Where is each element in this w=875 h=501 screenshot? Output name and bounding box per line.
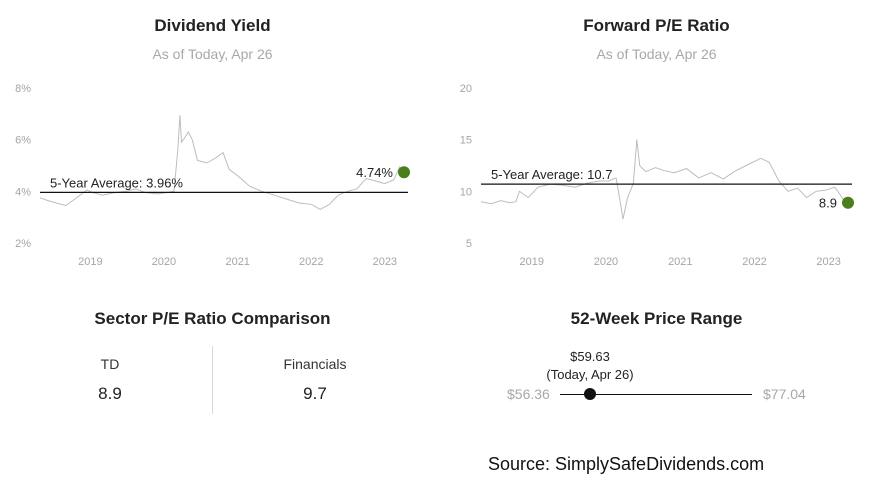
x-tick-label: 2022 xyxy=(742,256,766,268)
current-value-dot xyxy=(842,196,854,209)
x-tick-label: 2023 xyxy=(816,256,840,268)
y-tick-label: 10 xyxy=(460,186,472,198)
sector-divider xyxy=(212,346,213,414)
price-range-bar xyxy=(560,394,752,395)
y-tick-label: 6% xyxy=(15,135,31,147)
x-tick-label: 2023 xyxy=(373,256,397,268)
forward-pe-title: Forward P/E Ratio xyxy=(583,16,730,35)
sector-item-value: 8.9 xyxy=(98,384,122,403)
y-tick-label: 8% xyxy=(15,83,31,95)
y-tick-label: 15 xyxy=(460,135,472,147)
dividend-yield-chart: 2% 4% 6% 8% 2019 2020 2021 2022 2023 5-Year Avera… xyxy=(15,83,410,268)
y-tick-label: 5 xyxy=(466,238,472,250)
y-tick-label: 20 xyxy=(460,83,472,95)
x-tick-label: 2020 xyxy=(152,256,176,268)
y-tick-label: 4% xyxy=(15,186,31,198)
average-label: 5-Year Average: 3.96% xyxy=(50,175,183,190)
dividend-yield-subtitle: As of Today, Apr 26 xyxy=(152,46,273,62)
sector-item-td: TD 8.9 xyxy=(60,356,160,404)
forward-pe-subtitle: As of Today, Apr 26 xyxy=(596,46,717,62)
sector-item-financials: Financials 9.7 xyxy=(255,356,375,404)
dividend-yield-title: Dividend Yield xyxy=(154,16,271,35)
x-tick-label: 2020 xyxy=(594,256,618,268)
average-label: 5-Year Average: 10.7 xyxy=(491,167,612,182)
price-range-current: $59.63 (Today, Apr 26) xyxy=(530,348,650,384)
price-range-current-date: (Today, Apr 26) xyxy=(546,367,634,382)
y-tick-label: 2% xyxy=(15,238,31,250)
forward-pe-chart: 5 10 15 20 2019 2020 2021 2022 2023 5-Year Averag… xyxy=(460,83,854,268)
series-line xyxy=(39,115,409,210)
sector-pe-title: Sector P/E Ratio Comparison xyxy=(94,309,331,328)
source-credit: Source: SimplySafeDividends.com xyxy=(488,454,765,474)
x-tick-label: 2022 xyxy=(299,256,323,268)
sector-item-name: Financials xyxy=(283,356,347,372)
price-range-low: $56.36 xyxy=(507,386,550,402)
x-tick-label: 2019 xyxy=(520,256,544,268)
current-value-dot xyxy=(398,166,410,179)
sector-item-name: TD xyxy=(100,356,120,372)
x-tick-label: 2019 xyxy=(78,256,102,268)
price-range-title: 52-Week Price Range xyxy=(570,309,743,328)
price-range-marker xyxy=(584,388,597,400)
sector-item-value: 9.7 xyxy=(303,384,327,403)
series-line xyxy=(480,139,853,220)
current-value-label: 4.74% xyxy=(356,165,393,180)
x-tick-label: 2021 xyxy=(225,256,249,268)
price-range-current-value: $59.63 xyxy=(570,349,610,364)
current-value-label: 8.9 xyxy=(819,196,837,211)
x-tick-label: 2021 xyxy=(668,256,692,268)
price-range-high: $77.04 xyxy=(763,386,806,402)
